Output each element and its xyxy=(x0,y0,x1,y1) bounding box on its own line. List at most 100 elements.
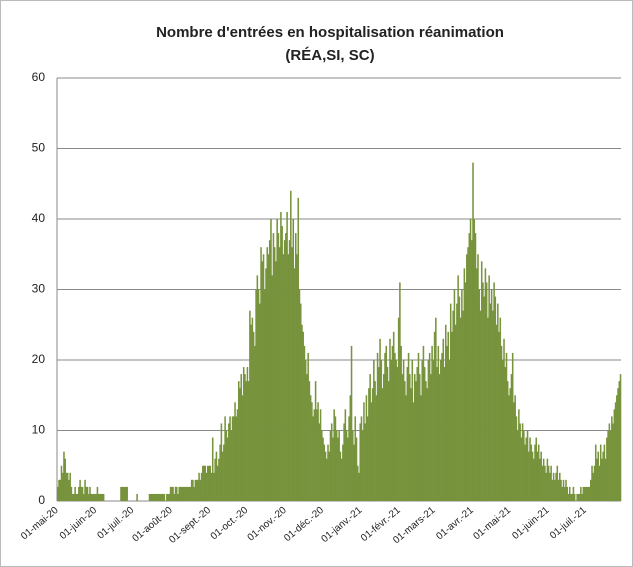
bar xyxy=(368,388,370,501)
bar xyxy=(345,430,348,501)
bar xyxy=(477,254,479,501)
bar xyxy=(365,395,368,501)
bar xyxy=(317,402,319,501)
bar xyxy=(489,303,492,501)
bar xyxy=(515,416,518,501)
bar xyxy=(64,458,66,501)
bar xyxy=(273,247,276,501)
bar xyxy=(239,388,241,501)
bar xyxy=(531,451,534,501)
bar xyxy=(568,486,571,501)
bar xyxy=(411,360,414,501)
bar xyxy=(247,381,250,501)
bar xyxy=(350,345,353,501)
y-tick-label: 20 xyxy=(32,352,46,366)
bar xyxy=(386,367,389,501)
bar xyxy=(619,374,622,501)
bar xyxy=(92,493,95,501)
bar xyxy=(555,472,557,501)
bar xyxy=(311,402,313,501)
bar xyxy=(552,472,555,501)
bar xyxy=(461,289,463,501)
bar xyxy=(498,331,500,501)
bar xyxy=(510,374,513,501)
bar xyxy=(587,486,590,501)
bar xyxy=(384,352,386,501)
bar xyxy=(148,493,151,501)
bar xyxy=(79,479,81,501)
bar xyxy=(566,486,568,501)
bar xyxy=(602,451,604,501)
bar xyxy=(125,486,127,501)
bar xyxy=(87,493,90,501)
bar xyxy=(488,275,490,501)
bar xyxy=(177,493,179,501)
bar xyxy=(562,479,565,501)
bar xyxy=(508,395,510,501)
bar xyxy=(85,486,88,501)
bar xyxy=(266,247,269,501)
bar xyxy=(592,472,595,501)
bar xyxy=(288,240,291,501)
bar xyxy=(613,409,616,501)
bar xyxy=(469,219,472,501)
bar xyxy=(432,360,435,501)
bar xyxy=(199,479,202,501)
bar xyxy=(474,233,477,501)
y-tick-label: 10 xyxy=(32,423,46,437)
bar xyxy=(503,338,505,501)
bar xyxy=(360,416,363,501)
bar xyxy=(478,289,480,501)
bar xyxy=(601,458,603,501)
bar xyxy=(303,345,306,501)
bar xyxy=(121,486,123,501)
bar xyxy=(91,493,94,501)
bar xyxy=(378,367,380,501)
bar xyxy=(189,486,192,501)
bar xyxy=(68,479,70,501)
bar xyxy=(504,367,507,501)
bar xyxy=(482,282,484,501)
bar xyxy=(275,261,277,501)
bar xyxy=(171,486,173,501)
bar xyxy=(468,233,471,501)
bar xyxy=(567,493,570,501)
bar xyxy=(136,493,138,501)
bar xyxy=(358,472,360,501)
bar xyxy=(89,486,91,501)
bar xyxy=(74,486,76,501)
chart-title: Nombre d'entrées en hospitalisation réan… xyxy=(156,24,504,41)
bar xyxy=(270,219,272,501)
bar xyxy=(255,289,257,501)
bar xyxy=(359,423,361,501)
bar xyxy=(308,381,311,501)
bar xyxy=(401,374,404,501)
bar xyxy=(73,493,75,501)
bar xyxy=(596,458,598,501)
bar xyxy=(586,486,588,501)
bar xyxy=(518,409,520,501)
bar xyxy=(59,479,62,501)
bar xyxy=(347,437,349,501)
bar xyxy=(532,458,535,501)
bar xyxy=(526,430,529,501)
bar xyxy=(573,493,576,501)
bar xyxy=(153,493,156,501)
bar xyxy=(466,254,468,501)
bar xyxy=(166,493,168,501)
bar xyxy=(307,352,309,501)
bar xyxy=(330,423,333,501)
bar xyxy=(174,486,177,501)
bar xyxy=(257,289,260,501)
bar xyxy=(252,331,255,501)
bar xyxy=(175,486,178,501)
bar xyxy=(463,268,466,501)
bar xyxy=(406,367,409,501)
bar xyxy=(161,493,163,501)
bar xyxy=(524,444,526,501)
bar xyxy=(337,437,339,501)
bar xyxy=(237,381,240,501)
bar xyxy=(151,493,153,501)
bar xyxy=(421,360,423,501)
